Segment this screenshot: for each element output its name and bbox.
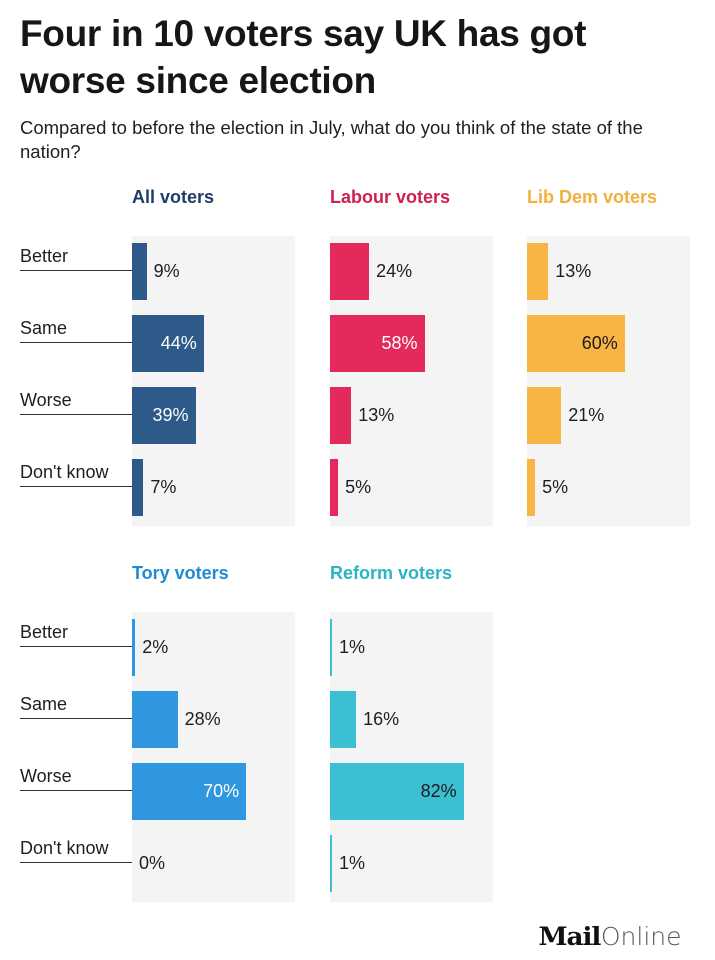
chart-subtitle: Compared to before the election in July,…	[20, 117, 643, 162]
bar-labour-voters-same	[330, 315, 425, 372]
value-label-tory-voters-same: 28%	[184, 709, 221, 729]
value-label-all-voters-worse: 39%	[152, 405, 189, 425]
panel-background-lib-dem-voters	[527, 236, 690, 526]
value-label-labour-voters-worse: 13%	[358, 405, 395, 425]
logo-online-text: Online	[600, 922, 682, 951]
value-label-tory-voters-better: 2%	[142, 637, 169, 657]
mailonline-logo: Mail Online	[538, 922, 682, 954]
value-label-lib-dem-voters-better: 13%	[555, 261, 592, 281]
bar-reform-voters-worse	[330, 763, 464, 820]
row-leader-line-worse	[20, 789, 132, 791]
value-label-labour-voters-better: 24%	[376, 261, 413, 281]
row-label-don-t-know: Don't know	[20, 461, 109, 482]
panel-background-tory-voters	[132, 612, 295, 902]
row-label-don-t-know: Don't know	[20, 837, 109, 858]
value-label-reform-voters-better: 1%	[339, 637, 366, 657]
value-label-labour-voters-same: 58%	[381, 333, 418, 353]
bar-lib-dem-voters-don-t-know	[527, 459, 536, 516]
row-label-same: Same	[20, 693, 68, 714]
row-leader-line-same	[20, 717, 132, 719]
value-label-lib-dem-voters-don-t-know: 5%	[542, 477, 569, 497]
bar-reform-voters-don-t-know	[330, 835, 332, 892]
value-label-reform-voters-same: 16%	[363, 709, 400, 729]
row-leader-line-better	[20, 645, 132, 647]
bar-reform-voters-better	[330, 619, 332, 676]
row-leader-line-same	[20, 341, 132, 343]
bar-labour-voters-don-t-know	[330, 459, 339, 516]
value-label-labour-voters-don-t-know: 5%	[345, 477, 372, 497]
bar-labour-voters-worse	[330, 387, 352, 444]
row-label-worse: Worse	[20, 389, 72, 410]
panel-title-lib-dem-voters: Lib Dem voters	[527, 187, 658, 207]
bar-all-voters-worse	[132, 387, 196, 444]
value-label-reform-voters-worse: 82%	[420, 781, 457, 801]
value-label-all-voters-don-t-know: 7%	[150, 477, 177, 497]
panel-title-reform-voters: Reform voters	[330, 563, 453, 583]
panel-title-labour-voters: Labour voters	[330, 187, 451, 207]
bar-labour-voters-better	[330, 243, 370, 300]
bar-tory-voters-same	[132, 691, 178, 748]
row-leader-line-better	[20, 269, 132, 271]
value-label-tory-voters-worse: 70%	[203, 781, 240, 801]
bar-lib-dem-voters-same	[527, 315, 625, 372]
row-leader-line-worse	[20, 413, 132, 415]
bar-all-voters-same	[132, 315, 204, 372]
row-leader-line-don-t-know	[20, 861, 132, 863]
bar-all-voters-better	[132, 243, 147, 300]
value-label-all-voters-better: 9%	[153, 261, 180, 281]
row-label-worse: Worse	[20, 765, 72, 786]
bar-lib-dem-voters-worse	[527, 387, 562, 444]
bar-tory-voters-worse	[132, 763, 247, 820]
row-label-better: Better	[20, 621, 69, 642]
logo-mail-text: Mail	[538, 922, 602, 951]
value-label-reform-voters-don-t-know: 1%	[339, 853, 366, 873]
value-label-lib-dem-voters-same: 60%	[581, 333, 618, 353]
value-label-tory-voters-don-t-know: 0%	[139, 853, 166, 873]
chart-title: Four in 10 voters say UK has got worse s…	[20, 13, 587, 101]
panel-title-tory-voters: Tory voters	[132, 563, 229, 583]
panel-background-reform-voters	[330, 612, 493, 902]
value-label-all-voters-same: 44%	[160, 333, 197, 353]
row-label-same: Same	[20, 317, 68, 338]
value-label-lib-dem-voters-worse: 21%	[568, 405, 605, 425]
bar-tory-voters-better	[132, 619, 136, 676]
panel-title-all-voters: All voters	[132, 187, 215, 207]
row-label-better: Better	[20, 245, 69, 266]
bar-all-voters-don-t-know	[132, 459, 144, 516]
bar-reform-voters-same	[330, 691, 357, 748]
panel-background-all-voters	[132, 236, 295, 526]
row-leader-line-don-t-know	[20, 485, 132, 487]
bar-lib-dem-voters-better	[527, 243, 549, 300]
